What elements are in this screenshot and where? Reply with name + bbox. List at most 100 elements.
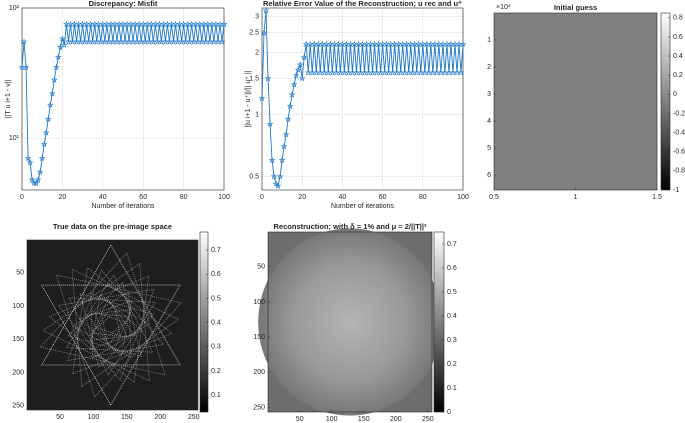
marker — [266, 120, 274, 127]
x-tick-label: 50 — [296, 416, 304, 423]
colorbar-tick-label: 0.2 — [447, 361, 457, 368]
x-tick-label: 60 — [139, 194, 147, 201]
y-tick-label: 3 — [255, 13, 259, 20]
plot-area — [262, 8, 463, 190]
marker — [268, 156, 276, 164]
x-tick-label: 150 — [358, 416, 370, 423]
marker — [298, 74, 306, 82]
y-axis-label: ||u i+1 - u⁺||/|| u⁺ || — [245, 70, 252, 127]
series-line — [21, 24, 225, 184]
x-tick-label: 60 — [379, 194, 387, 201]
colorbar-tick-label: 0.7 — [447, 241, 457, 248]
marker — [26, 159, 34, 166]
marker — [262, 7, 270, 14]
marker — [28, 176, 36, 183]
marker — [50, 76, 58, 83]
marker — [46, 101, 54, 108]
pattern-line — [57, 288, 155, 381]
marker — [296, 61, 304, 68]
marker — [282, 131, 290, 138]
y-tick-label: 50 — [257, 264, 265, 271]
x-tick-label: 1.5 — [652, 194, 662, 201]
colorbar-tick-label: 0.1 — [447, 385, 457, 392]
x-tick-label: 100 — [457, 194, 469, 201]
x-tick-label: 250 — [188, 414, 200, 421]
y-tick-label: 1 — [487, 37, 491, 44]
colorbar-tick-label: -0.2 — [673, 110, 685, 117]
chart-title: Discrepancy: Misfit — [89, 0, 158, 8]
x-tick-label: 50 — [56, 414, 64, 421]
chart-title: True data on the pre-image space — [53, 222, 172, 231]
pattern-line — [91, 304, 128, 338]
marker — [38, 154, 46, 162]
x-tick-label: 100 — [326, 416, 338, 423]
y-tick-label: 10² — [9, 5, 20, 12]
marker — [260, 29, 268, 36]
y-tick-label: 5 — [487, 145, 491, 152]
axes-box — [267, 231, 433, 413]
pattern-line — [96, 311, 121, 337]
x-tick-label: 40 — [99, 194, 107, 201]
marker — [55, 53, 62, 60]
y-tick-label: 2 — [487, 64, 491, 71]
marker — [264, 74, 272, 82]
y-axis-label: ||T u i+1 - v|| — [5, 80, 12, 119]
marker — [276, 173, 284, 180]
marker — [36, 168, 44, 175]
pattern-line — [93, 312, 130, 346]
pattern-line — [79, 293, 155, 369]
axes-box — [26, 239, 199, 411]
colorbar-tick-label: 0.4 — [211, 319, 221, 326]
marker — [42, 129, 50, 136]
x-axis-label: Number of iterations — [331, 203, 395, 210]
y-tick-label: 100 — [12, 303, 24, 310]
colorbar-tick-label: 0.4 — [447, 313, 457, 320]
marker — [20, 38, 28, 45]
marker — [278, 156, 286, 164]
marker — [274, 182, 282, 189]
pattern-line — [48, 275, 150, 384]
y-tick-label: 10¹ — [9, 135, 20, 142]
marker — [32, 179, 40, 187]
marker — [280, 142, 288, 150]
image — [27, 240, 198, 410]
x-tick-label: 150 — [121, 414, 133, 421]
marker — [294, 66, 302, 73]
marker — [457, 69, 465, 76]
marker — [286, 102, 294, 109]
x-tick-label: 200 — [390, 416, 402, 423]
x-tick-label: 0.5 — [489, 194, 499, 201]
x-tick-label: 20 — [59, 194, 67, 201]
image-disc — [258, 228, 442, 416]
marker — [218, 38, 226, 45]
marker — [24, 154, 32, 162]
colorbar-tick-label: -0.6 — [673, 149, 685, 156]
x-axis-label: Number of iterations — [91, 203, 155, 210]
x-tick-label: 40 — [339, 194, 347, 201]
y-tick-label: 150 — [253, 334, 265, 341]
x-tick-label: 100 — [218, 194, 230, 201]
marker — [40, 140, 48, 147]
x-tick-label: 1 — [574, 194, 578, 201]
y-tick-label: 6 — [487, 172, 491, 179]
pattern-line — [78, 300, 133, 356]
x-tick-label: 80 — [180, 194, 188, 201]
marker — [284, 115, 292, 123]
colorbar-tick-label: 0.7 — [211, 247, 221, 254]
marker — [57, 43, 64, 51]
marker — [44, 115, 52, 123]
pattern-line — [90, 292, 150, 360]
series-line — [261, 10, 464, 187]
y-tick-label: 250 — [253, 404, 265, 411]
colorbar-tick-label: 0.4 — [673, 53, 683, 60]
colorbar-tick-label: 0.6 — [447, 265, 457, 272]
y-tick-label: 1 — [255, 111, 259, 118]
x-tick-label: 80 — [419, 194, 427, 201]
x-tick-label: 0 — [20, 194, 24, 201]
y-tick-label: 150 — [12, 336, 24, 343]
chart-title: Reconstruction; with δ = 1% and μ = 2/||… — [274, 222, 427, 231]
pattern-line — [72, 290, 132, 358]
marker — [258, 94, 266, 102]
y-tick-label: 250 — [12, 403, 24, 410]
